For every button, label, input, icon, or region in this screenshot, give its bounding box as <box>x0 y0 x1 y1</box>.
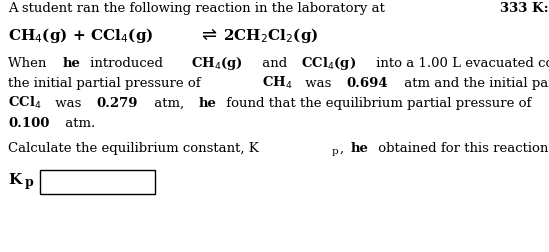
Text: he: he <box>199 97 217 110</box>
Text: =: = <box>36 173 54 187</box>
Text: atm,: atm, <box>149 97 188 110</box>
Text: the initial partial pressure of: the initial partial pressure of <box>8 77 205 90</box>
Text: CH$_4$(g): CH$_4$(g) <box>191 55 243 72</box>
Text: atm.: atm. <box>61 117 96 130</box>
Text: ,: , <box>340 142 349 155</box>
Text: 333 K:: 333 K: <box>500 2 548 15</box>
Text: Calculate the equilibrium constant, K: Calculate the equilibrium constant, K <box>8 142 259 155</box>
Text: CH$_4$(g) + CCl$_4$(g): CH$_4$(g) + CCl$_4$(g) <box>8 26 155 45</box>
Text: atm and the initial partial pressure of: atm and the initial partial pressure of <box>400 77 549 90</box>
Text: A student ran the following reaction in the laboratory at: A student ran the following reaction in … <box>8 2 389 15</box>
Text: he: he <box>351 142 369 155</box>
Text: 0.694: 0.694 <box>346 77 388 90</box>
Text: he: he <box>63 57 81 70</box>
Text: and: and <box>258 57 292 70</box>
Text: was: was <box>52 97 86 110</box>
Text: K: K <box>8 173 21 187</box>
Text: $\rightleftharpoons$: $\rightleftharpoons$ <box>198 26 217 44</box>
Text: introduced: introduced <box>86 57 167 70</box>
Bar <box>40 170 155 194</box>
Text: 0.279: 0.279 <box>96 97 137 110</box>
Text: found that the equilibrium partial pressure of: found that the equilibrium partial press… <box>222 97 536 110</box>
Text: CCl$_4$: CCl$_4$ <box>8 95 42 111</box>
Text: 0.100: 0.100 <box>8 117 49 130</box>
Text: CH$_4$: CH$_4$ <box>262 75 293 91</box>
Text: When: When <box>8 57 51 70</box>
Text: CCl$_4$(g): CCl$_4$(g) <box>301 55 356 72</box>
Text: obtained for this reaction.: obtained for this reaction. <box>374 142 549 155</box>
Text: p: p <box>25 176 34 189</box>
Text: p: p <box>332 147 338 156</box>
Text: into a 1.00 L evacuated container, so that: into a 1.00 L evacuated container, so th… <box>372 57 549 70</box>
Text: 2CH$_2$Cl$_2$(g): 2CH$_2$Cl$_2$(g) <box>223 26 318 45</box>
Text: was: was <box>301 77 336 90</box>
